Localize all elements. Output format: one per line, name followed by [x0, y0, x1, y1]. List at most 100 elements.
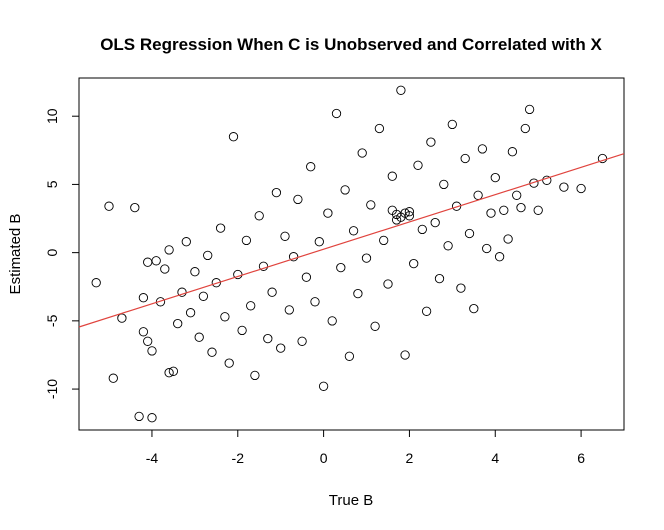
data-point	[297, 336, 307, 346]
data-point	[263, 333, 273, 344]
data-point	[198, 291, 209, 301]
data-point	[138, 293, 149, 303]
data-point	[387, 171, 397, 181]
data-point	[383, 279, 393, 289]
chart-title: OLS Regression When C is Unobserved and …	[100, 35, 602, 54]
data-point	[559, 182, 569, 192]
data-point	[327, 316, 337, 326]
x-tick-label: -2	[232, 450, 245, 466]
data-point	[524, 104, 535, 115]
data-point	[404, 207, 415, 217]
data-point	[173, 318, 183, 329]
data-point	[254, 211, 264, 221]
data-point	[224, 358, 234, 368]
data-point	[233, 269, 243, 280]
data-point	[486, 208, 496, 218]
data-point	[138, 327, 149, 337]
data-point	[164, 245, 174, 255]
data-point	[413, 160, 423, 170]
data-point	[597, 153, 608, 164]
data-point	[430, 217, 440, 228]
data-point	[306, 162, 316, 172]
data-point	[134, 411, 144, 422]
data-point	[147, 413, 157, 423]
x-axis-label: True B	[329, 492, 373, 509]
data-point	[340, 185, 350, 195]
data-point	[477, 144, 488, 154]
data-point	[271, 187, 282, 198]
data-point	[542, 175, 552, 185]
data-point	[404, 211, 415, 221]
data-point	[267, 287, 277, 297]
data-point	[130, 202, 140, 213]
data-point	[207, 347, 217, 357]
data-point	[331, 108, 342, 119]
data-point	[284, 305, 294, 315]
y-tick-label: 0	[44, 249, 60, 257]
data-point	[336, 262, 346, 273]
x-tick-label: 6	[577, 450, 585, 466]
data-point	[473, 190, 483, 200]
data-point	[104, 201, 114, 211]
data-point	[434, 273, 445, 284]
data-point	[387, 205, 397, 215]
data-point	[314, 237, 324, 247]
y-axis-label: Estimated B	[7, 214, 24, 295]
data-point	[237, 325, 247, 336]
data-point	[353, 288, 363, 299]
data-point	[533, 205, 543, 215]
data-point	[160, 264, 170, 274]
data-point	[117, 313, 127, 323]
data-point	[576, 183, 586, 194]
data-point	[464, 228, 475, 239]
data-point	[323, 208, 333, 218]
data-point	[220, 312, 230, 322]
x-tick-label: 4	[491, 450, 499, 466]
data-point	[400, 350, 410, 360]
y-tick-label: -5	[44, 314, 60, 327]
regression-line	[78, 153, 625, 328]
data-point	[396, 85, 406, 95]
x-tick-label: 2	[406, 450, 414, 466]
data-point	[443, 241, 453, 251]
data-point	[108, 373, 118, 383]
data-point	[374, 123, 385, 134]
data-point	[417, 224, 427, 235]
data-point	[421, 306, 432, 316]
data-point	[168, 366, 179, 376]
data-point	[203, 250, 213, 261]
data-point	[228, 132, 239, 142]
data-point	[447, 119, 457, 130]
data-point	[512, 190, 522, 200]
data-point	[516, 202, 526, 213]
data-point	[456, 283, 466, 293]
data-point	[280, 231, 290, 241]
data-point	[482, 243, 492, 254]
data-point	[258, 261, 269, 271]
data-point	[151, 256, 161, 266]
data-point	[241, 235, 252, 246]
data-point	[370, 321, 380, 331]
data-point	[348, 226, 359, 236]
data-point	[177, 287, 187, 297]
data-point	[91, 278, 101, 288]
data-point	[490, 172, 500, 183]
data-point	[439, 179, 449, 190]
data-point	[185, 308, 196, 318]
data-point	[288, 252, 299, 262]
data-point	[143, 336, 153, 346]
data-point	[301, 272, 312, 282]
x-tick-label: -4	[146, 450, 159, 466]
data-point	[143, 257, 153, 267]
data-point	[181, 237, 191, 247]
data-point	[215, 223, 226, 233]
data-point	[426, 137, 436, 147]
data-point	[391, 215, 402, 225]
data-point	[494, 252, 505, 262]
x-axis: -4 -2 0 2 4 6	[146, 430, 585, 466]
plot-area	[78, 85, 625, 423]
data-point	[361, 253, 372, 263]
data-point	[293, 194, 303, 205]
